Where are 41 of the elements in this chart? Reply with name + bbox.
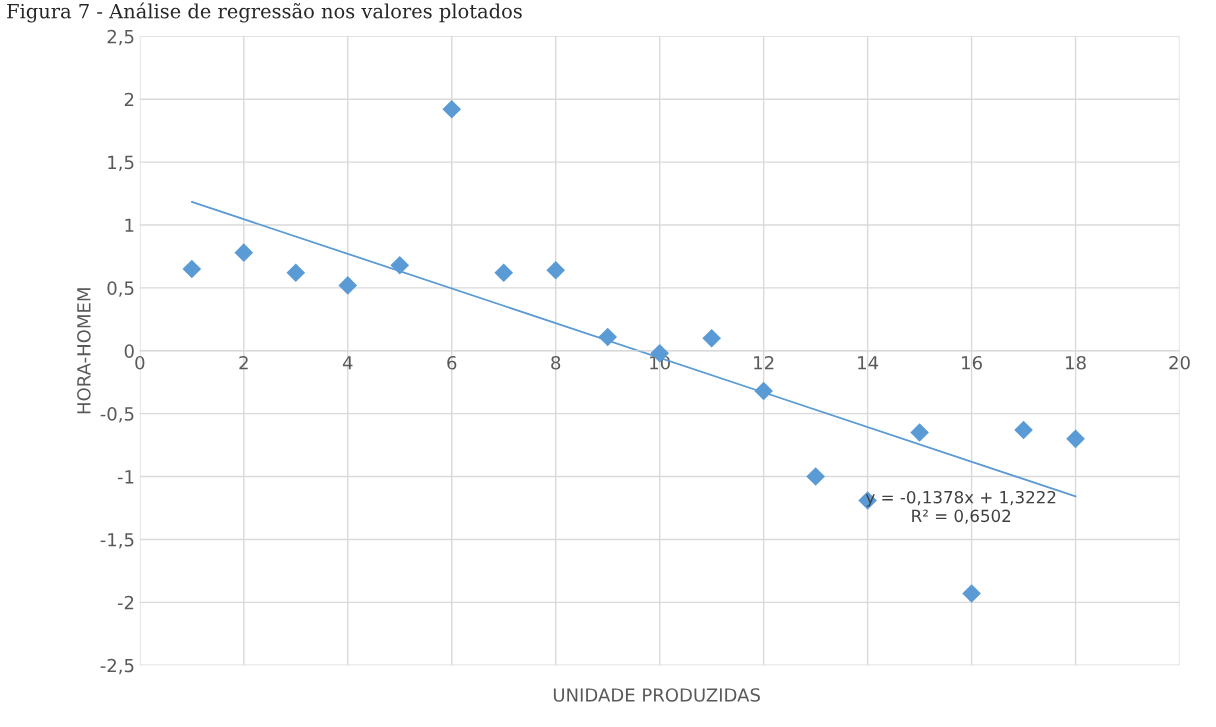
y-tick-label: -2,5 [100, 658, 134, 675]
x-tick-label: 18 [1066, 355, 1086, 370]
y-tick-label: -1,5 [100, 533, 134, 549]
point [442, 99, 462, 119]
y-tick-label: 0,5 [107, 281, 134, 297]
point [182, 259, 202, 279]
y-tick-label: 1 [125, 218, 134, 232]
x-tick-label: 12 [754, 355, 774, 370]
point [702, 328, 721, 348]
x-tick-label: 14 [858, 356, 879, 370]
point [1014, 420, 1033, 440]
x-tick-label: 20 [1169, 355, 1190, 370]
x-tick-label: 8 [551, 355, 561, 370]
y-tick-label: -2 [117, 595, 134, 610]
y-tick-label: 2,5 [107, 29, 134, 46]
point [910, 423, 929, 442]
y-tick-label: 1,5 [108, 155, 134, 172]
y-tick-label: 0 [124, 344, 134, 358]
chart-title: Figura 7 - Análise de regressão nos valores plotados [7, 2, 522, 23]
point [546, 260, 566, 280]
y-tick-label: -1 [117, 470, 134, 484]
point [338, 276, 358, 295]
point [286, 263, 306, 283]
point [754, 381, 773, 401]
y-tick-label: -0,5 [100, 407, 134, 423]
x-tick-label: 0 [135, 355, 145, 370]
point [1066, 429, 1085, 449]
x-tick-label: 2 [239, 355, 248, 370]
point [598, 327, 618, 347]
y-axis-title: HORA-HOMEM [77, 288, 91, 414]
x-axis-title: UNIDADE PRODUZIDAS [553, 688, 760, 702]
y-tick-label: 2 [124, 92, 134, 107]
point [962, 584, 981, 603]
point [234, 243, 254, 262]
x-tick-label: 16 [962, 355, 982, 370]
annotation: y = -0,1378x + 1,3222 R² = 0,6502 [865, 490, 1056, 524]
x-tick-label: 6 [447, 355, 457, 370]
point [494, 263, 514, 283]
point [806, 467, 825, 486]
x-tick-label: 4 [342, 356, 353, 370]
point [390, 255, 410, 275]
